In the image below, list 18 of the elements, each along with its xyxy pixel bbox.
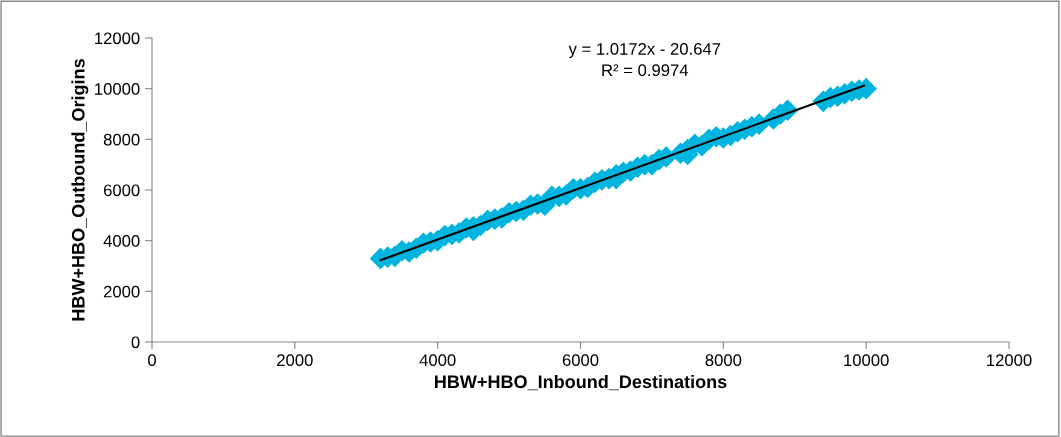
y-tick-label: 6000 — [103, 184, 140, 197]
x-tick-label: 4000 — [419, 354, 456, 367]
y-tick-label: 2000 — [103, 285, 140, 298]
annotation: R² = 0.9974 — [602, 64, 689, 77]
x-tick-label: 10000 — [844, 354, 889, 367]
x-tick-label: 8000 — [705, 354, 742, 367]
y-tick-label: 10000 — [95, 83, 140, 95]
y-axis-title: HBW+HBO_Outbound_Origins — [71, 59, 89, 321]
y-tick-label: 12000 — [95, 32, 140, 45]
x-tick-label: 6000 — [562, 354, 599, 367]
x-tick-label: 0 — [148, 354, 156, 367]
x-axis-title: HBW+HBO_Inbound_Destinations — [435, 374, 727, 391]
x-tick-label: 2000 — [277, 354, 313, 367]
annotation: y = 1.0172x - 20.647 — [568, 43, 721, 59]
y-tick-label: 0 — [131, 336, 140, 349]
x-tick-label: 12000 — [987, 354, 1032, 367]
y-tick-label: 4000 — [103, 235, 140, 247]
y-tick-label: 8000 — [103, 133, 140, 146]
